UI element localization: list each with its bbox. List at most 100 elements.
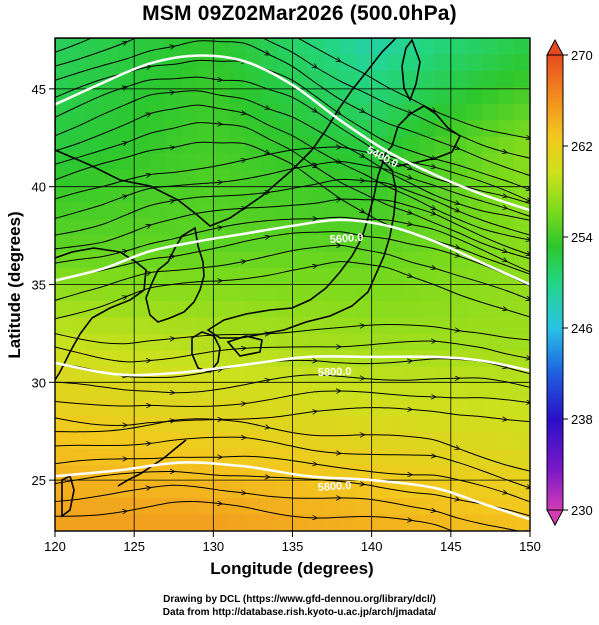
field-cell <box>466 481 484 499</box>
field-cell <box>498 399 515 417</box>
field-cell <box>371 87 389 105</box>
field-cell <box>260 514 278 531</box>
field-cell <box>134 383 151 401</box>
field-cell <box>371 169 389 187</box>
field-cell <box>134 235 151 253</box>
field-cell <box>118 300 135 318</box>
field-cell <box>292 38 309 56</box>
x-tick-label-120: 120 <box>44 539 66 554</box>
field-cell <box>340 366 357 384</box>
field-cell <box>197 70 214 88</box>
field-cell <box>70 350 88 368</box>
field-cell <box>260 120 278 138</box>
field-cell <box>403 300 420 318</box>
field-cell <box>482 38 499 56</box>
field-cell <box>276 120 294 138</box>
field-cell <box>340 70 357 88</box>
field-cell <box>466 333 484 351</box>
field-cell <box>86 251 104 269</box>
field-cell <box>102 448 119 466</box>
field-cell <box>324 268 341 286</box>
field-cell <box>371 103 389 121</box>
field-cell <box>102 498 119 516</box>
field-cell <box>70 317 88 335</box>
field-cell <box>55 251 72 269</box>
field-cell <box>260 317 278 335</box>
field-cell <box>435 38 452 56</box>
field-cell <box>292 103 309 121</box>
field-cell <box>245 103 262 121</box>
field-cell <box>181 300 199 318</box>
field-cell <box>355 448 373 466</box>
field-cell <box>70 399 88 417</box>
field-cell <box>514 70 530 88</box>
field-cell <box>292 284 309 302</box>
map-title: MSM 09Z02Mar2026 (500.0hPa) <box>142 2 457 25</box>
field-cell <box>387 383 404 401</box>
field-cell <box>134 87 151 105</box>
field-cell <box>102 481 119 499</box>
field-cell <box>118 218 135 236</box>
y-tick-label-30: 30 <box>32 375 46 390</box>
field-cell <box>165 366 183 384</box>
field-cell <box>181 218 199 236</box>
field-cell <box>403 333 420 351</box>
field-cell <box>387 300 404 318</box>
field-cell <box>450 284 468 302</box>
field-cell <box>403 415 420 433</box>
field-cell <box>150 136 167 154</box>
field-cell <box>245 136 262 154</box>
field-cell <box>118 120 135 138</box>
field-cell <box>70 448 88 466</box>
field-cell <box>86 284 104 302</box>
field-cell <box>245 70 262 88</box>
field-cell <box>134 218 151 236</box>
field-cell <box>403 284 420 302</box>
field-cell <box>213 54 230 72</box>
field-cell <box>514 87 530 105</box>
field-cell <box>181 251 199 269</box>
field-cell <box>292 514 309 531</box>
field-cell <box>292 235 309 253</box>
field-cell <box>165 350 183 368</box>
field-cell <box>165 432 183 450</box>
field-cell <box>150 514 167 531</box>
field-cell <box>245 366 262 384</box>
field-cell <box>197 202 214 220</box>
field-cell <box>498 383 515 401</box>
wind-arrow <box>483 541 507 548</box>
field-cell <box>435 87 452 105</box>
field-cell <box>403 514 420 531</box>
field-cell <box>340 448 357 466</box>
field-cell <box>403 317 420 335</box>
field-cell <box>308 481 325 499</box>
field-cell <box>165 399 183 417</box>
field-cell <box>403 383 420 401</box>
field-cell <box>118 202 135 220</box>
field-cell <box>355 235 373 253</box>
field-cell <box>466 317 484 335</box>
field-cell <box>165 202 183 220</box>
field-cell <box>134 432 151 450</box>
field-cell <box>118 432 135 450</box>
field-cell <box>70 70 88 88</box>
field-cell <box>245 284 262 302</box>
field-cell <box>419 432 436 450</box>
kyushu <box>191 331 221 373</box>
field-cell <box>245 169 262 187</box>
field-cell <box>419 383 436 401</box>
field-cell <box>134 120 151 138</box>
field-cell <box>387 103 404 121</box>
field-cell <box>229 235 246 253</box>
field-cell <box>292 54 309 72</box>
field-cell <box>450 38 468 56</box>
field-cell <box>371 432 389 450</box>
field-cell <box>466 383 484 401</box>
field-cell <box>308 38 325 56</box>
field-cell <box>197 185 214 203</box>
field-cell <box>450 383 468 401</box>
field-cell <box>514 153 530 171</box>
field-cell <box>419 251 436 269</box>
field-cell <box>181 169 199 187</box>
field-cell <box>308 300 325 318</box>
